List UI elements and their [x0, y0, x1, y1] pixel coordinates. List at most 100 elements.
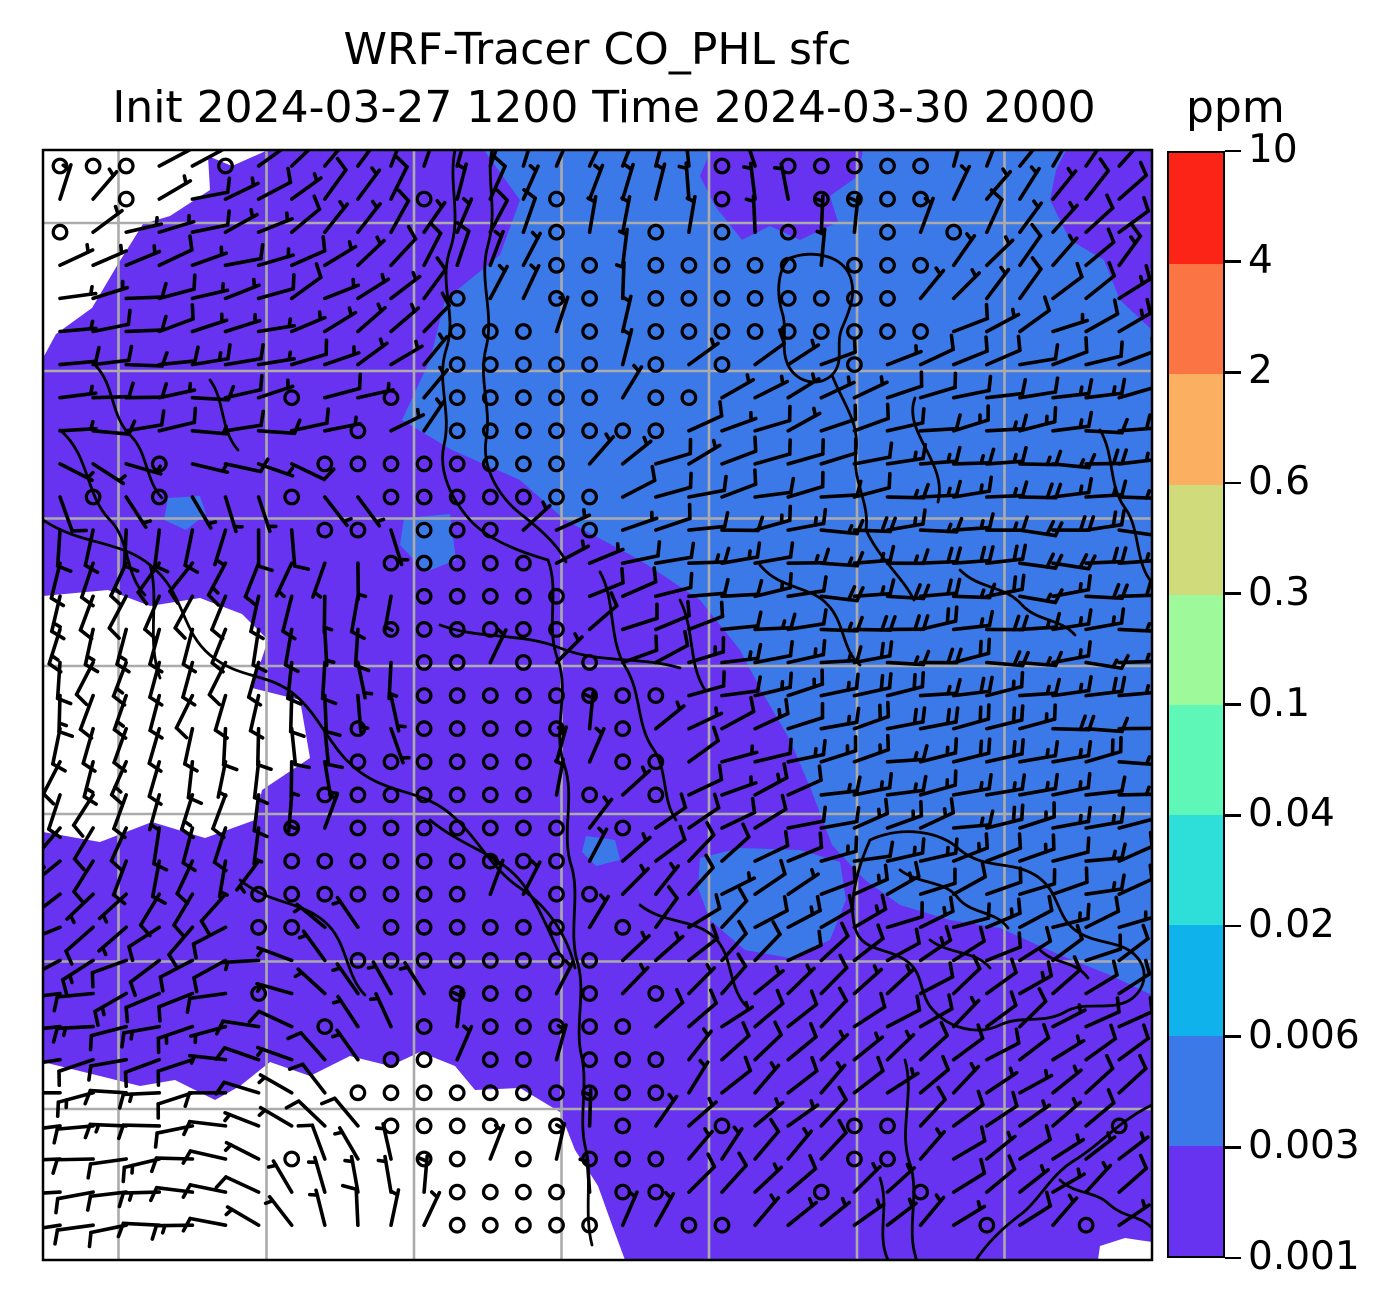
- wind-barb-full-tick: [21, 1194, 25, 1208]
- wind-barb-full-tick: [1011, 740, 1017, 758]
- calm-wind-circle: [548, 1216, 565, 1234]
- wind-barb-full-tick: [1155, 523, 1161, 536]
- wind-barb: [1117, 621, 1152, 633]
- wind-barb: [620, 464, 657, 499]
- wind-barb-staff: [885, 813, 924, 830]
- wind-barb: [951, 150, 960, 168]
- wind-barb-full-tick: [324, 729, 342, 738]
- wind-barb-full-tick: [1119, 806, 1126, 824]
- colorbar-segment: [1169, 594, 1223, 705]
- wind-barb-staff: [653, 837, 687, 863]
- wind-barb: [617, 227, 629, 268]
- wind-barb-full-tick: [854, 706, 861, 725]
- wind-barb-half-tick: [223, 960, 230, 972]
- wind-barb: [1018, 150, 1036, 168]
- wind-barb: [620, 435, 653, 466]
- wind-barb-full-tick: [711, 725, 720, 743]
- wind-barb: [786, 1153, 818, 1194]
- wind-barb-half-tick: [1076, 1167, 1082, 1179]
- wind-barb-full-tick: [393, 124, 404, 133]
- wind-barb: [772, 161, 791, 201]
- wind-barb: [60, 958, 95, 996]
- wind-barb-full-tick: [406, 224, 418, 241]
- wind-barb-staff: [720, 555, 760, 566]
- wind-barb: [720, 871, 757, 897]
- wind-barb-staff: [223, 423, 263, 433]
- wind-barb: [918, 677, 962, 698]
- wind-barb: [918, 867, 957, 897]
- calm-wind-circle: [548, 223, 565, 241]
- wind-barb: [951, 232, 977, 268]
- wind-barb-full-tick: [150, 894, 167, 905]
- wind-barb-staff: [786, 521, 826, 532]
- wind-barb-full-tick: [756, 610, 763, 628]
- wind-barb-full-tick: [1143, 958, 1152, 976]
- calm-wind-circle: [481, 587, 499, 605]
- wind-barb-staff: [653, 555, 694, 566]
- wind-barb: [984, 704, 1025, 731]
- wind-barb-staff: [951, 418, 990, 433]
- wind-barb-staff: [1117, 350, 1152, 367]
- wind-barb-full-tick: [817, 764, 823, 782]
- wind-barb-staff: [299, 1030, 327, 1062]
- wind-barb-full-tick: [887, 672, 893, 690]
- wind-barb-full-tick: [595, 124, 605, 134]
- wind-barb-half-tick: [429, 1190, 440, 1199]
- wind-barb: [852, 863, 889, 897]
- wind-barb: [289, 262, 323, 301]
- wind-barb-half-tick: [907, 871, 914, 883]
- wind-barb-staff: [885, 684, 925, 698]
- wind-barb: [1051, 640, 1092, 665]
- colorbar-tick-label: 0.04: [1248, 791, 1335, 837]
- wind-barb-half-tick: [333, 1130, 345, 1136]
- wind-barb: [64, 925, 95, 966]
- wind-barb-staff: [720, 624, 760, 632]
- calm-wind-circle: [415, 1150, 433, 1168]
- calm-wind-circle: [349, 422, 367, 440]
- calm-wind-circle: [548, 455, 565, 473]
- wind-barb-half-tick: [769, 1193, 777, 1204]
- wind-barb: [58, 162, 73, 201]
- wind-barb-half-tick: [617, 229, 629, 237]
- wind-barb-half-tick: [769, 1061, 778, 1072]
- wind-barb-half-tick: [1078, 615, 1084, 627]
- wind-barb-staff: [819, 966, 849, 996]
- wind-barb: [248, 693, 265, 740]
- wind-barb-staff: [64, 925, 95, 953]
- calm-wind-circle: [647, 1150, 665, 1168]
- wind-barb: [984, 957, 1018, 996]
- wind-barb: [43, 1024, 62, 1031]
- wind-barb-full-tick: [256, 564, 274, 573]
- wind-barb-half-tick: [840, 1196, 848, 1208]
- wind-barb-full-tick: [127, 419, 137, 436]
- wind-barb: [720, 695, 756, 731]
- wind-barb-half-tick: [578, 1157, 590, 1163]
- wind-barb-staff: [78, 594, 95, 632]
- calm-wind-circle: [581, 521, 598, 539]
- wind-barb-full-tick: [1144, 413, 1152, 431]
- wind-barb-half-tick: [1078, 385, 1084, 397]
- wind-barb-full-tick: [495, 188, 510, 203]
- wind-barb: [289, 338, 329, 367]
- calm-wind-circle: [779, 290, 797, 307]
- wind-barb: [1117, 336, 1152, 367]
- wind-barb-staff: [181, 660, 195, 700]
- wind-barb-half-tick: [322, 625, 334, 632]
- calm-wind-circle: [713, 323, 731, 340]
- wind-barb: [1084, 895, 1121, 930]
- wind-barb: [289, 194, 322, 234]
- wind-barb: [786, 963, 816, 996]
- wind-barb-staff: [57, 1057, 95, 1074]
- wind-barb-half-tick: [907, 1197, 914, 1209]
- wind-barb: [1117, 684, 1152, 698]
- wind-barb: [720, 1000, 755, 1029]
- wind-barb: [322, 372, 363, 400]
- colorbar-segment: [1169, 373, 1223, 485]
- wind-barb-staff: [1051, 726, 1091, 732]
- wind-barb-staff: [753, 807, 788, 830]
- wind-barb-staff: [148, 627, 162, 666]
- wind-barb-staff: [885, 594, 926, 601]
- wind-barb: [685, 194, 697, 234]
- wind-barb: [1051, 166, 1078, 201]
- wind-barb: [43, 892, 62, 910]
